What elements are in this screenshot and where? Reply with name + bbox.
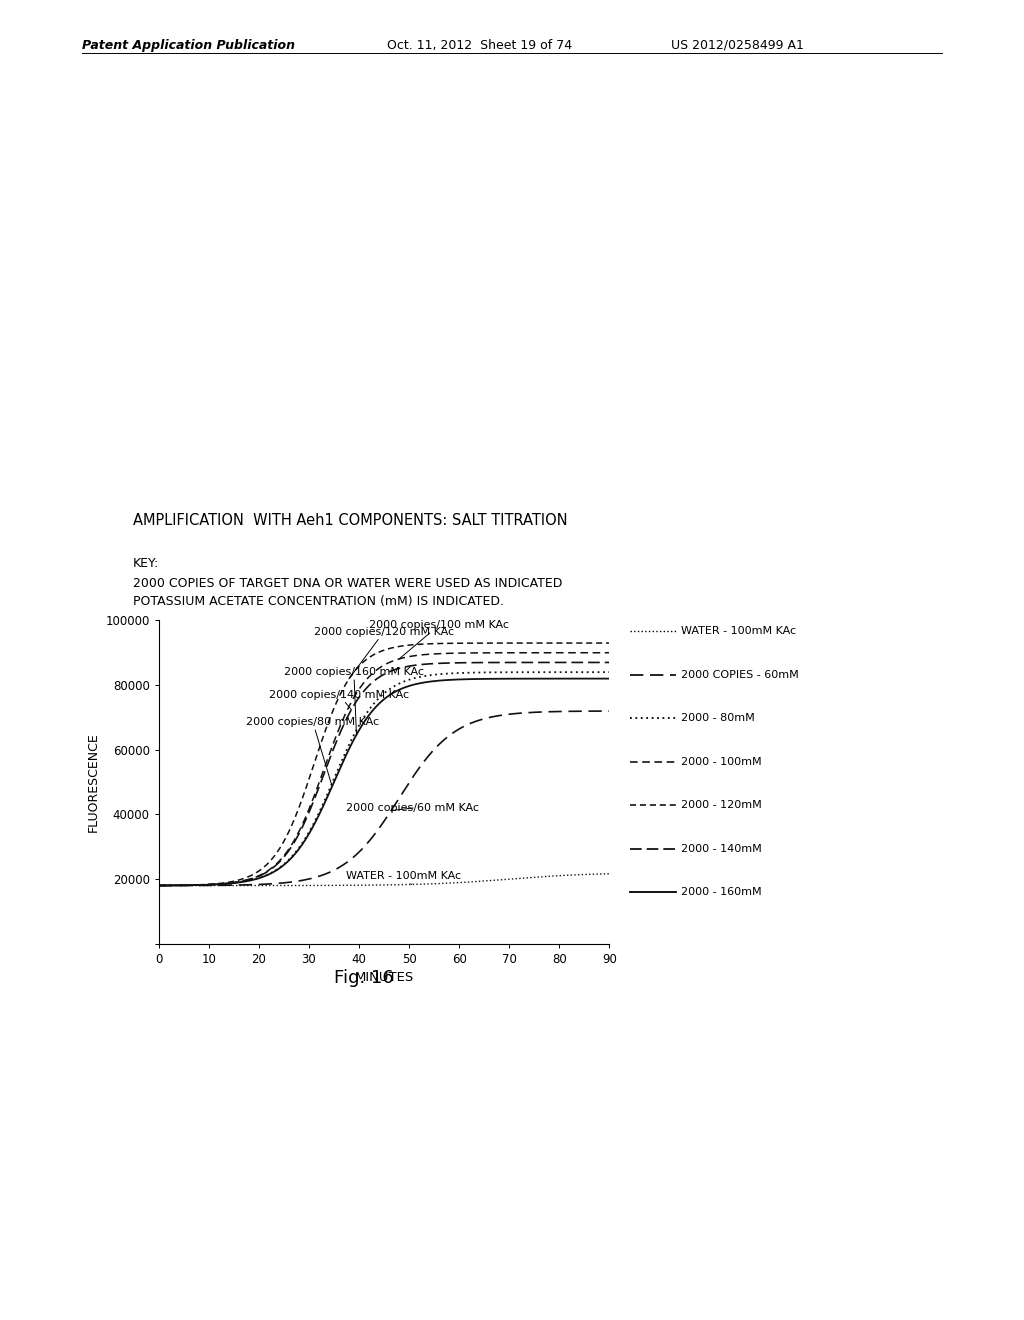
Text: WATER - 100mM KAc: WATER - 100mM KAc <box>346 871 462 884</box>
Text: WATER - 100mM KAc: WATER - 100mM KAc <box>681 626 796 636</box>
Text: 2000 copies/100 mM KAc: 2000 copies/100 mM KAc <box>369 620 509 659</box>
Text: 2000 - 80mM: 2000 - 80mM <box>681 713 755 723</box>
Text: 2000 - 100mM: 2000 - 100mM <box>681 756 762 767</box>
Text: US 2012/0258499 A1: US 2012/0258499 A1 <box>671 40 804 51</box>
Text: Oct. 11, 2012  Sheet 19 of 74: Oct. 11, 2012 Sheet 19 of 74 <box>387 40 572 51</box>
Text: Patent Application Publication: Patent Application Publication <box>82 40 295 51</box>
Text: 2000 COPIES - 60mM: 2000 COPIES - 60mM <box>681 669 799 680</box>
Text: AMPLIFICATION  WITH Aeh1 COMPONENTS: SALT TITRATION: AMPLIFICATION WITH Aeh1 COMPONENTS: SALT… <box>133 513 567 528</box>
Text: 2000 - 140mM: 2000 - 140mM <box>681 843 762 854</box>
Text: 2000 - 160mM: 2000 - 160mM <box>681 887 762 898</box>
Text: 2000 copies/60 mM KAc: 2000 copies/60 mM KAc <box>346 803 479 813</box>
Y-axis label: FLUORESCENCE: FLUORESCENCE <box>87 733 99 832</box>
Text: 2000 copies/160 mM KAc: 2000 copies/160 mM KAc <box>284 667 424 734</box>
Text: 2000 copies/140 mM KAc: 2000 copies/140 mM KAc <box>269 690 409 710</box>
X-axis label: MINUTES: MINUTES <box>354 972 414 985</box>
Text: 2000 COPIES OF TARGET DNA OR WATER WERE USED AS INDICATED: 2000 COPIES OF TARGET DNA OR WATER WERE … <box>133 577 562 590</box>
Text: 2000 copies/120 mM KAc: 2000 copies/120 mM KAc <box>314 627 454 678</box>
Text: KEY:: KEY: <box>133 557 160 570</box>
Text: POTASSIUM ACETATE CONCENTRATION (mM) IS INDICATED.: POTASSIUM ACETATE CONCENTRATION (mM) IS … <box>133 595 504 609</box>
Text: 2000 copies/80 mM KAc: 2000 copies/80 mM KAc <box>247 717 380 784</box>
Text: Fig. 16: Fig. 16 <box>334 969 393 987</box>
Text: 2000 - 120mM: 2000 - 120mM <box>681 800 762 810</box>
